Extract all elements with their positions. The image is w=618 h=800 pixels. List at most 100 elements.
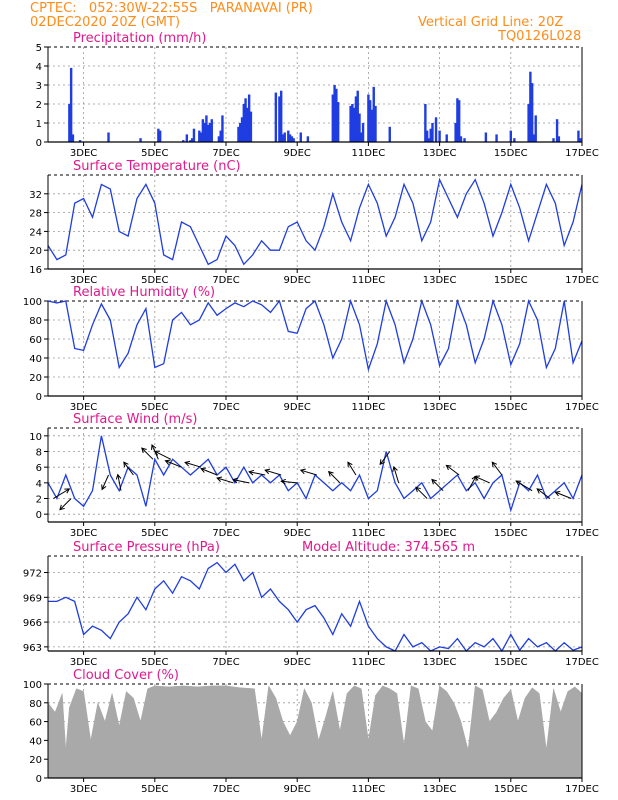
x-tick-label: 3DEC [70,657,97,668]
precip-bar [577,130,580,142]
y-tick-label: 28 [29,209,42,220]
wind-arrow-head [59,504,65,511]
panel-title: Surface Wind (m/s) [73,412,197,427]
precip-bar [279,90,283,142]
wind-arrow-head [392,465,398,472]
wind-arrow [555,491,572,499]
wind-arrow-head [151,443,157,450]
precip-bar [424,104,427,142]
precip-bar [185,134,189,142]
x-tick-label: 15DEC [494,402,528,413]
wind-arrow [249,471,266,476]
x-tick-label: 9DEC [284,657,311,668]
wind-arrow [491,461,503,476]
precip-bar [208,123,212,142]
precip-bar [372,86,375,142]
x-tick-label: 11DEC [352,148,386,159]
precip-bar [527,104,530,142]
x-tick-label: 13DEC [423,148,457,159]
wind-arrow [379,451,391,465]
wind-arrow [53,488,70,499]
precip-bar [306,136,310,142]
wind-arrow-head [216,476,223,482]
precip-bar [242,104,245,142]
precip-bar [368,100,372,142]
precip-bar [431,123,434,142]
wind-arrow [141,447,154,460]
precip-bar [299,132,302,142]
y-tick-label: 0 [36,774,42,785]
series-line [47,298,583,372]
x-tick-label: 9DEC [284,275,311,286]
wind-arrow-head [515,480,522,486]
precip-bar [457,100,461,142]
precip-bar [513,138,516,142]
wind-arrow-head [554,491,561,497]
precip-bar [429,128,432,142]
wind-arrow [515,480,533,492]
precip-bar [351,104,354,142]
y-tick-label: 60 [29,335,42,346]
wind-arrow-head [264,468,271,475]
x-tick-label: 3DEC [70,148,97,159]
precip-bar [283,132,286,142]
wind-arrow [474,475,490,484]
y-tick-label: 969 [23,593,42,604]
precip-bar [292,138,295,142]
wind-arrow [300,469,317,476]
series-line [47,177,583,266]
wind-arrow [265,469,282,476]
header-model-code: TQ0126L028 [498,29,582,44]
precip-bar [529,71,532,142]
wind-arrow [281,480,298,484]
wind-arrow-head [536,488,543,494]
x-tick-label: 13DEC [423,275,457,286]
wind-arrow [233,479,250,484]
wind-arrow [536,488,551,499]
x-tick-label: 3DEC [70,402,97,413]
wind-arrow-head [474,475,481,481]
precip-bar [203,123,206,142]
wind-arrow-head [280,478,286,485]
x-tick-label: 13DEC [423,784,457,795]
wind-arrow [467,476,477,491]
x-tick-label: 15DEC [494,148,528,159]
precip-bar [331,94,334,142]
wind-arrow-head [101,484,107,491]
precip-bar [107,132,110,142]
x-tick-label: 7DEC [212,402,239,413]
x-tick-label: 11DEC [352,402,386,413]
precip-bar [239,123,242,142]
precip-bar [532,134,536,142]
precip-bar [281,134,285,142]
y-tick-label: 24 [29,227,42,238]
y-tick-label: 40 [29,354,42,365]
x-tick-label: 9DEC [284,528,311,539]
wind-arrow [415,486,428,499]
header-grid-line: Vertical Grid Line: 20Z [418,15,564,30]
x-tick-label: 11DEC [352,784,386,795]
panel-title: Surface Temperature (nC) [73,159,241,174]
x-tick-label: 7DEC [212,657,239,668]
precip-bar [438,130,441,142]
precip-bar [237,126,240,142]
wind-arrow-head [347,461,353,468]
wind-arrow-head [299,468,306,475]
wind-arrow-head [153,450,160,456]
precip-bar [221,115,224,142]
x-tick-label: 7DEC [212,275,239,286]
precip-bar [352,107,356,142]
precip-bar [361,123,365,142]
precip-bar [456,98,459,142]
y-tick-label: 60 [29,718,42,729]
panel-title: Relative Humidity (%) [73,285,215,300]
precip-bar [199,132,203,142]
y-tick-label: 10 [29,432,42,443]
y-tick-label: 20 [29,373,42,384]
x-tick-label: 5DEC [141,275,168,286]
wind-arrow [117,474,122,491]
y-tick-label: 6 [36,463,42,474]
precip-bar [349,105,352,142]
precip-bar [354,96,358,142]
wind-arrow-head [141,447,147,454]
